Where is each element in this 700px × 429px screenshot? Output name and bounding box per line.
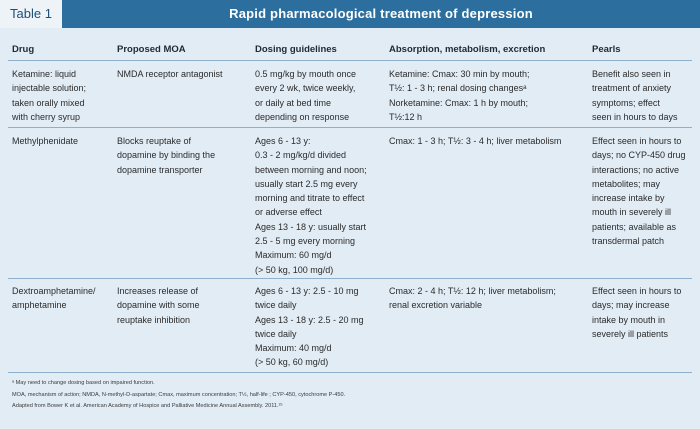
row-ketamine-drug: Ketamine: liquid injectable solution; take…	[12, 69, 87, 122]
row-dextroamphetamine-ame: Cmax: 2 - 4 h; T½: 12 h; liver metabolis…	[389, 286, 556, 311]
table-header: Table 1 Rapid pharmacological treatment …	[0, 0, 700, 28]
row-methylphenidate-ame: Cmax: 1 - 3 h; T½: 3 - 4 h; liver metabo…	[389, 136, 562, 146]
row-methylphenidate-pearls: Effect seen in hours to days; no CYP-450 …	[592, 136, 686, 247]
row-ketamine-moa: NMDA receptor antagonist	[117, 69, 223, 79]
row-divider	[8, 278, 692, 279]
row-methylphenidate-drug: Methylphenidate	[12, 136, 79, 146]
column-header-ame: Absorption, metabolism, excretion	[389, 44, 546, 55]
table-title: Rapid pharmacological treatment of depre…	[62, 0, 700, 28]
header-divider	[8, 60, 692, 61]
row-dextroamphetamine-moa: Increases release of dopamine with some re…	[117, 286, 200, 325]
row-dextroamphetamine-dosing: Ages 6 - 13 y: 2.5 - 10 mg twice daily Age…	[255, 286, 364, 368]
row-methylphenidate-dosing: Ages 6 - 13 y: 0.3 - 2 mg/kg/d divided bet…	[255, 136, 367, 275]
table-label: Table 1	[0, 0, 63, 28]
footnote-a: ᵃ May need to change dosing based on imp…	[12, 380, 155, 386]
table-bottom-divider	[8, 372, 692, 373]
row-divider	[8, 127, 692, 128]
row-ketamine-dosing: 0.5 mg/kg by mouth once every 2 wk, twice…	[255, 69, 357, 122]
column-header-moa: Proposed MOA	[117, 44, 186, 55]
row-dextroamphetamine-drug: Dextroamphetamine/amphetamine	[12, 286, 96, 311]
row-ketamine-pearls: Benefit also seen in treatment of anxiety…	[592, 69, 678, 122]
row-methylphenidate-moa: Blocks reuptake of dopamine by binding th…	[117, 136, 216, 175]
footnote-source: Adapted from Bower K et al. American Aca…	[12, 403, 283, 409]
row-dextroamphetamine-pearls: Effect seen in hours to days; may increas…	[592, 286, 682, 339]
column-header-dosing: Dosing guidelines	[255, 44, 337, 55]
footnote-abbreviations: MOA, mechanism of action; NMDA, N-methyl…	[12, 392, 346, 398]
column-header-drug: Drug	[12, 44, 35, 55]
row-ketamine-ame: Ketamine: Cmax: 30 min by mouth; T½: 1 - …	[389, 69, 530, 122]
column-header-pearls: Pearls	[592, 44, 621, 55]
